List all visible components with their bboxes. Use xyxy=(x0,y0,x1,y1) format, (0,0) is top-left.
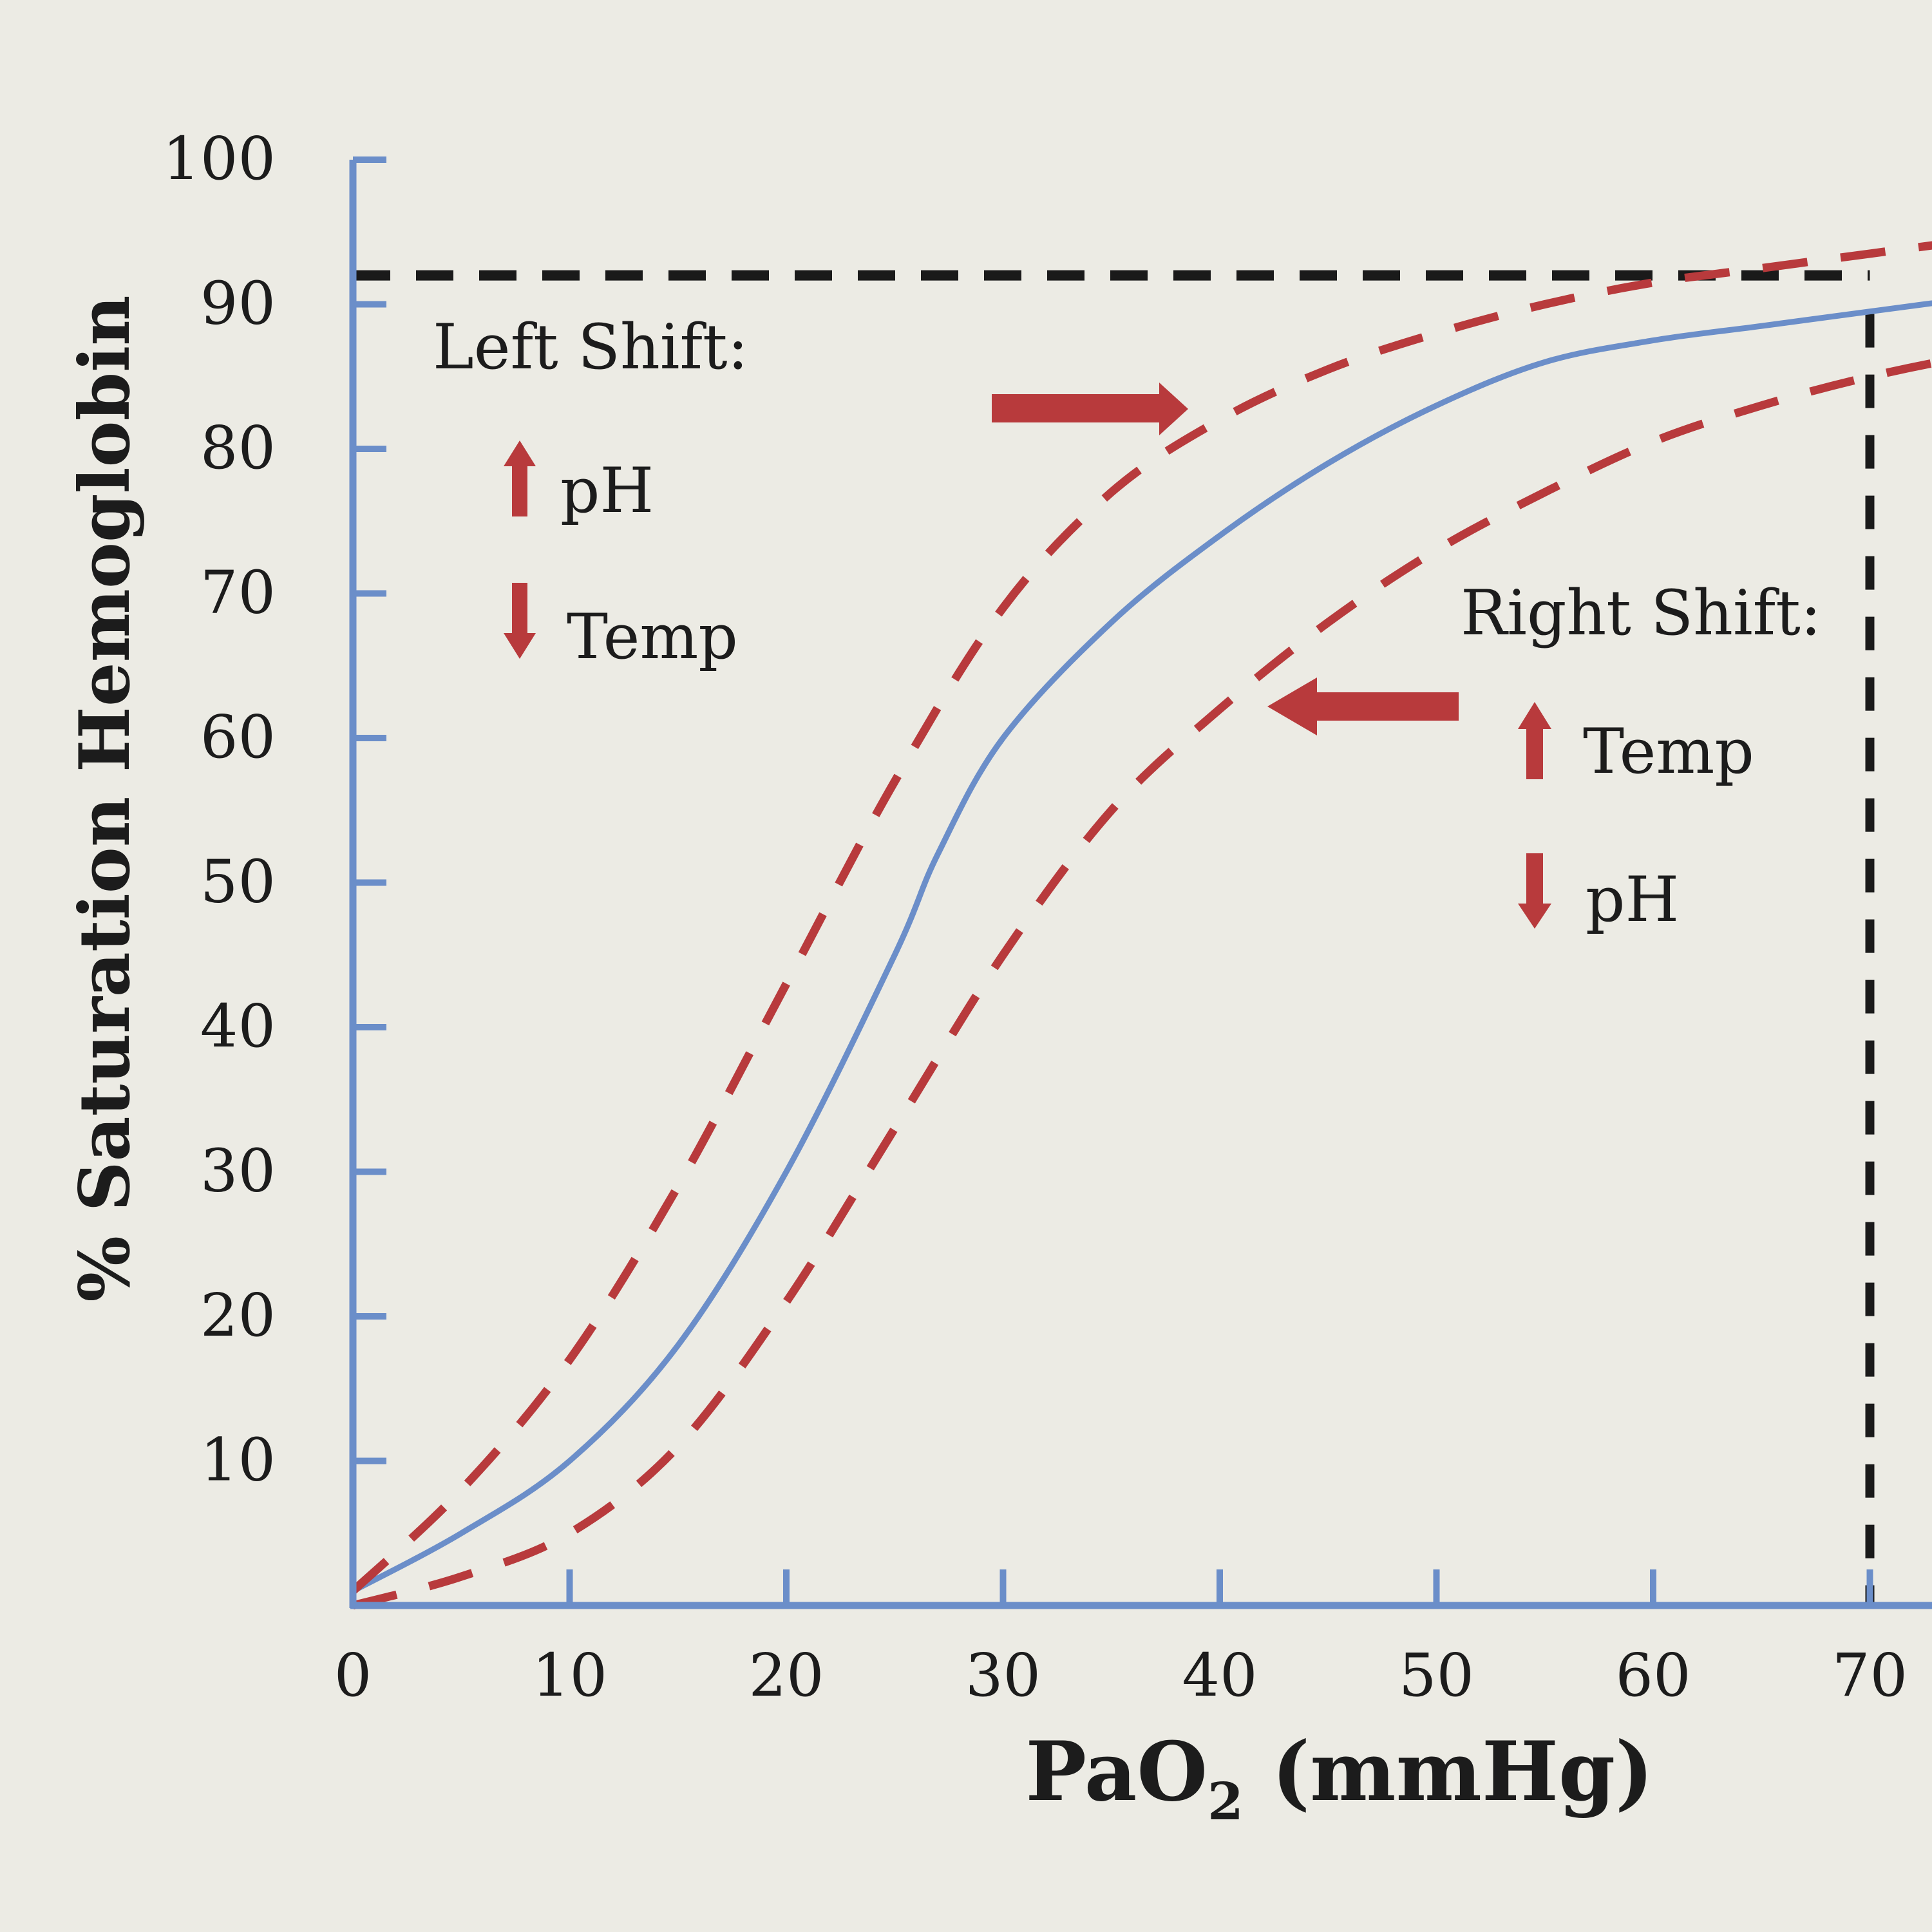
x-tick-label: 10 xyxy=(532,1641,607,1710)
y-axis-label: % Saturation Hemoglobin xyxy=(64,295,146,1302)
right-shift-arrow-icon xyxy=(1267,677,1459,735)
x-tick-label: 20 xyxy=(748,1641,824,1710)
y-tick-label: 10 xyxy=(200,1426,276,1495)
right-shift-title: Right Shift: xyxy=(1461,577,1821,649)
left-shift-down-arrow-icon xyxy=(504,583,536,659)
x-tick-label: 0 xyxy=(334,1641,372,1710)
x-axis-label-subscript: 2 xyxy=(1208,1771,1244,1832)
shifted-curve-dashed xyxy=(350,241,1932,1595)
ticks: 10 20 30 40 50 60 70 80 90 100 0 10 20 30 40 50 60 70 xyxy=(162,124,1908,1710)
x-axis-label: PaO2 (mmHg) xyxy=(1025,1724,1653,1832)
x-axis-label-main: PaO xyxy=(1025,1724,1208,1819)
right-shift-item-label: Temp xyxy=(1583,715,1754,788)
left-shift-item-label: Temp xyxy=(567,601,738,673)
y-tick-label: 40 xyxy=(200,992,276,1061)
y-tick-label: 100 xyxy=(162,124,276,193)
left-shift-arrow-icon xyxy=(992,383,1188,435)
curves xyxy=(350,241,1932,1610)
normal-curve-line xyxy=(351,300,1932,1594)
x-tick-label: 60 xyxy=(1615,1641,1690,1710)
y-tick-label: 30 xyxy=(200,1137,276,1206)
right-shift-annotation: Right Shift: Temp pH xyxy=(1461,577,1821,936)
x-tick-label: 30 xyxy=(965,1641,1041,1710)
y-tick-label: 80 xyxy=(200,413,276,482)
left-shift-up-arrow-icon xyxy=(504,440,536,516)
y-tick-label: 90 xyxy=(200,269,276,338)
y-tick-label: 20 xyxy=(200,1281,276,1350)
x-tick-label: 50 xyxy=(1399,1641,1474,1710)
x-axis-label-unit: (mmHg) xyxy=(1244,1724,1654,1819)
x-tick-label: 40 xyxy=(1182,1641,1257,1710)
left-shift-item-label: pH xyxy=(560,455,654,527)
y-tick-label: 70 xyxy=(200,558,276,627)
right-shift-down-arrow-icon xyxy=(1518,853,1551,929)
right-shift-item-label: pH xyxy=(1586,864,1679,936)
x-tick-label: 70 xyxy=(1832,1641,1908,1710)
reference-lines xyxy=(353,270,1875,1605)
left-shift-annotation: Left Shift: pH Temp xyxy=(433,311,748,673)
left-shift-title: Left Shift: xyxy=(433,311,748,383)
shifted-curve-dashed xyxy=(352,359,1932,1610)
right-shift-up-arrow-icon xyxy=(1518,702,1551,779)
y-tick-label: 50 xyxy=(200,848,276,916)
y-tick-label: 60 xyxy=(200,703,276,772)
